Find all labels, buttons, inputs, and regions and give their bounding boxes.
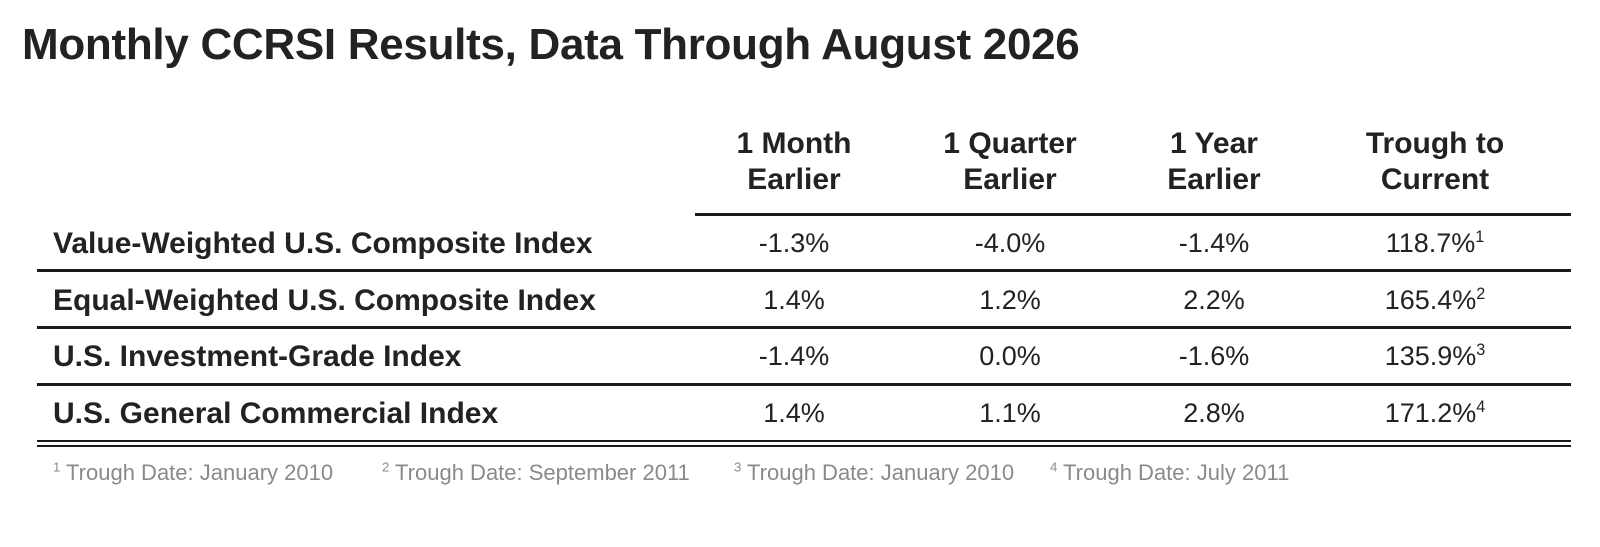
footnote-text: Trough Date: July 2011 (1057, 460, 1290, 485)
column-header-1-year: 1 Year Earlier (1104, 126, 1324, 198)
column-header-trough-to-current: Trough to Current (1325, 126, 1545, 198)
footnote-mark: 2 (382, 459, 390, 475)
footnote-mark: 3 (734, 459, 742, 475)
row-divider (37, 326, 1571, 329)
cell-1-quarter: 0.0% (979, 341, 1041, 371)
row-divider (37, 383, 1571, 386)
cell-1-year: 2.8% (1183, 398, 1245, 428)
footnote-mark: 1 (53, 459, 61, 475)
cell-trough-to-current: 118.7%1 (1325, 228, 1545, 259)
footnote: 1 Trough Date: January 2010 (53, 460, 333, 486)
footnote-marker: 1 (1475, 228, 1485, 246)
column-header-line1: 1 Year (1170, 127, 1258, 160)
footnote: 2 Trough Date: September 2011 (382, 460, 690, 486)
column-header-1-month: 1 Month Earlier (684, 126, 904, 198)
footnote: 4 Trough Date: July 2011 (1050, 460, 1289, 486)
cell-1-month: -1.4% (758, 341, 830, 371)
column-header-line1: Trough to (1365, 127, 1505, 160)
cell-1-month: 1.4% (763, 398, 825, 428)
cell-value: 118.7% (1385, 228, 1476, 258)
footnote-text: Trough Date: January 2010 (741, 460, 1015, 485)
column-header-line1: 1 Quarter (943, 127, 1077, 160)
cell-1-year: 2.2% (1183, 285, 1245, 315)
row-label: U.S. General Commercial Index (53, 397, 499, 430)
cell-1-quarter: 1.1% (979, 398, 1041, 428)
row-label: Equal-Weighted U.S. Composite Index (53, 284, 596, 317)
column-header-line2: Earlier (1167, 163, 1261, 196)
cell-value: 135.9% (1384, 341, 1477, 371)
footnote-marker: 2 (1476, 285, 1486, 303)
cell-value: 171.2% (1384, 398, 1477, 428)
cell-value: 165.4% (1384, 285, 1477, 315)
footnote-text: Trough Date: September 2011 (389, 460, 690, 485)
column-header-line1: 1 Month (736, 127, 852, 160)
header-rule (695, 213, 1571, 216)
footnote-marker: 3 (1476, 341, 1486, 359)
cell-1-year: -1.6% (1178, 341, 1250, 371)
table-bottom-rule (37, 440, 1571, 442)
footnote-marker: 4 (1476, 398, 1486, 416)
cell-1-quarter: -4.0% (974, 228, 1046, 258)
column-header-line2: Earlier (747, 163, 841, 196)
column-header-line2: Current (1380, 163, 1490, 196)
row-divider (37, 269, 1571, 272)
cell-trough-to-current: 165.4%2 (1325, 285, 1545, 316)
footnote-mark: 4 (1050, 459, 1058, 475)
table-bottom-rule (37, 445, 1571, 447)
row-label: U.S. Investment-Grade Index (53, 340, 462, 373)
footnote-text: Trough Date: January 2010 (60, 460, 334, 485)
cell-1-month: 1.4% (763, 285, 825, 315)
cell-1-quarter: 1.2% (979, 285, 1041, 315)
cell-trough-to-current: 135.9%3 (1325, 341, 1545, 372)
cell-1-month: -1.3% (758, 228, 830, 258)
footnote: 3 Trough Date: January 2010 (734, 460, 1014, 486)
column-header-1-quarter: 1 Quarter Earlier (900, 126, 1120, 198)
row-label: Value-Weighted U.S. Composite Index (53, 227, 593, 260)
cell-1-year: -1.4% (1178, 228, 1250, 258)
column-header-line2: Earlier (963, 163, 1057, 196)
page-title: Monthly CCRSI Results, Data Through Augu… (22, 20, 1080, 69)
cell-trough-to-current: 171.2%4 (1325, 398, 1545, 429)
